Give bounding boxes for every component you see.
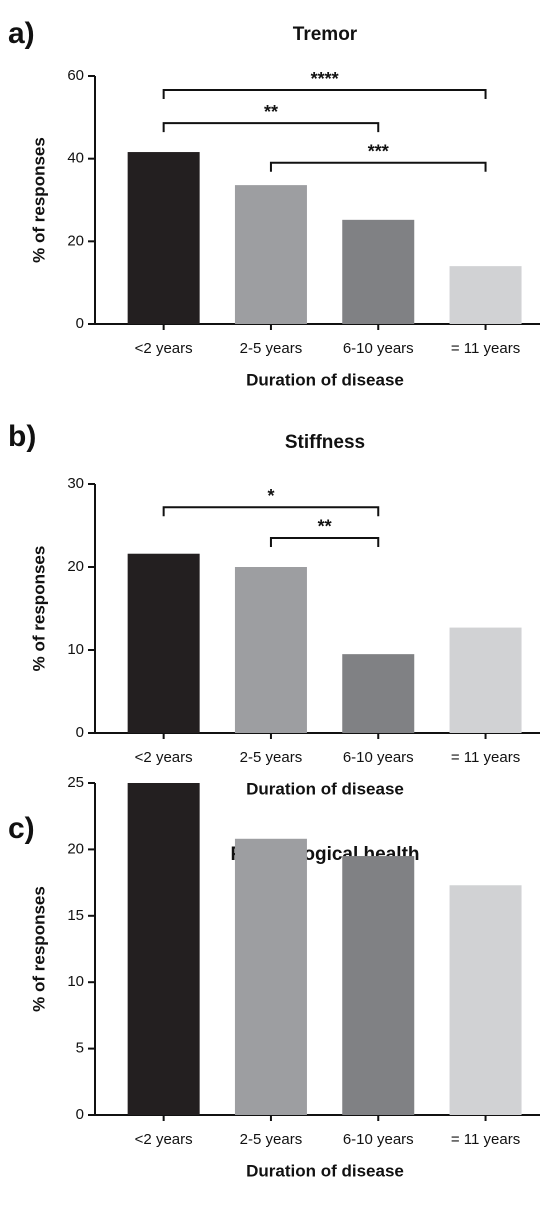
chart-title: Stiffness — [285, 432, 365, 453]
significance-label: **** — [311, 69, 339, 89]
significance-label: * — [267, 486, 274, 506]
bar — [449, 627, 522, 733]
y-tick-label: 40 — [67, 150, 84, 167]
significance-bracket — [162, 122, 380, 133]
bar — [449, 266, 522, 324]
significance-bracket — [162, 89, 487, 100]
x-axis-label: Duration of disease — [246, 779, 404, 798]
x-tick-label: <2 years — [135, 340, 193, 357]
bar — [127, 783, 200, 1115]
panel-label: b) — [8, 420, 36, 453]
bar — [342, 219, 415, 324]
y-tick-label: 30 — [67, 475, 84, 492]
bar — [127, 553, 200, 733]
chart-title: Tremor — [293, 24, 358, 45]
bar — [234, 838, 307, 1115]
significance-label: *** — [368, 142, 389, 162]
significance-bracket — [162, 506, 380, 517]
x-tick-label: = 11 years — [451, 340, 520, 357]
y-axis-label: % of responses — [29, 886, 48, 1012]
x-tick-label: 2-5 years — [240, 340, 303, 357]
y-tick-label: 15 — [67, 907, 84, 924]
bar — [342, 856, 415, 1115]
x-tick-label: 6-10 years — [343, 340, 414, 357]
x-tick-label: <2 years — [135, 1131, 193, 1148]
y-axis-label: % of responses — [29, 137, 48, 263]
x-tick-label: 6-10 years — [343, 749, 414, 766]
bar — [342, 654, 415, 733]
significance-bracket — [269, 536, 380, 547]
significance-label: ** — [264, 102, 278, 122]
x-tick-label: 6-10 years — [343, 1131, 414, 1148]
x-tick-label: = 11 years — [451, 1131, 520, 1148]
x-axis-label: Duration of disease — [246, 370, 404, 389]
y-tick-label: 60 — [67, 67, 84, 84]
y-tick-label: 5 — [76, 1040, 84, 1057]
y-tick-label: 20 — [67, 840, 84, 857]
y-tick-label: 10 — [67, 641, 84, 658]
x-tick-label: = 11 years — [451, 749, 520, 766]
x-tick-label: 2-5 years — [240, 1131, 303, 1148]
significance-label: ** — [318, 517, 332, 537]
panel-label: c) — [8, 812, 35, 845]
y-tick-label: 20 — [67, 232, 84, 249]
bar — [234, 185, 307, 324]
y-tick-label: 10 — [67, 973, 84, 990]
significance-bracket — [269, 161, 487, 172]
panel-label: a) — [8, 17, 35, 50]
y-axis-label: % of responses — [29, 546, 48, 672]
x-axis-label: Duration of disease — [246, 1161, 404, 1180]
y-tick-label: 20 — [67, 558, 84, 575]
bar — [449, 885, 522, 1115]
y-tick-label: 0 — [76, 315, 84, 332]
y-tick-label: 25 — [67, 774, 84, 791]
bar — [234, 567, 307, 733]
x-tick-label: <2 years — [135, 749, 193, 766]
y-tick-label: 0 — [76, 1106, 84, 1123]
bar — [127, 152, 200, 324]
x-tick-label: 2-5 years — [240, 749, 303, 766]
y-tick-label: 0 — [76, 724, 84, 741]
